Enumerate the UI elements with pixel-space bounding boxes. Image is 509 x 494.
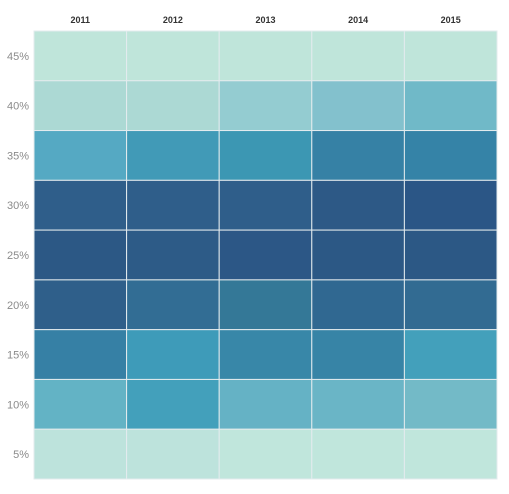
heatmap-cell-2011-20pct [33, 279, 128, 331]
heatmap-cell-2014-35pct [311, 130, 405, 181]
heatmap-cell-2011-35pct [33, 130, 128, 181]
y-tick-label: 45% [7, 51, 29, 63]
x-tick-label: 2013 [255, 15, 275, 25]
heatmap-cell-2014-30pct [311, 179, 405, 231]
heatmap-cell-2012-10pct [126, 378, 220, 430]
heatmap-cell-2011-45pct [33, 30, 128, 82]
heatmap-cell-2015-25pct [403, 229, 498, 281]
y-tick-label: 5% [13, 449, 29, 461]
x-tick-label: 2015 [441, 15, 461, 25]
heatmap-cell-2012-5pct [126, 428, 220, 480]
heatmap-cell-2011-40pct [33, 80, 128, 132]
heatmap-cell-2014-20pct [311, 279, 405, 331]
x-tick-label: 2014 [348, 15, 368, 25]
heatmap-cell-2012-30pct [126, 179, 220, 231]
heatmap-cell-2014-40pct [311, 80, 405, 132]
heatmap-cell-2011-5pct [33, 428, 128, 480]
heatmap-cell-2013-45pct [218, 30, 313, 82]
y-tick-label: 35% [7, 150, 29, 162]
heatmap-cell-2014-45pct [311, 30, 405, 82]
y-axis-labels: 45% 40% 35% 30% 25% 20% 15% 10% 5% [7, 51, 29, 461]
y-tick-label: 25% [7, 250, 29, 262]
heatmap-cell-2011-30pct [33, 179, 128, 231]
y-tick-label: 20% [7, 300, 29, 312]
heatmap-cell-2014-25pct [311, 229, 405, 281]
heatmap-cell-2015-20pct [403, 279, 498, 331]
heatmap-cell-2012-15pct [126, 329, 220, 380]
heatmap-cell-2014-10pct [311, 378, 405, 430]
heatmap-cell-2013-15pct [218, 329, 313, 380]
heatmap-cell-2012-25pct [126, 229, 220, 281]
heatmap-cells [33, 30, 498, 480]
y-tick-label: 40% [7, 101, 29, 113]
heatmap-cell-2011-25pct [33, 229, 128, 281]
heatmap-cell-2012-45pct [126, 30, 220, 82]
heatmap-cell-2015-15pct [403, 329, 498, 380]
heatmap-cell-2012-35pct [126, 130, 220, 181]
heatmap-cell-2015-35pct [403, 130, 498, 181]
x-axis-labels: 2011 2012 2013 2014 2015 [71, 15, 461, 25]
heatmap-cell-2014-15pct [311, 329, 405, 380]
heatmap-cell-2013-30pct [218, 179, 313, 231]
heatmap-cell-2015-45pct [403, 30, 498, 82]
heatmap-cell-2015-30pct [403, 179, 498, 231]
heatmap-cell-2014-5pct [311, 428, 405, 480]
heatmap-cell-2013-25pct [218, 229, 313, 281]
y-tick-label: 15% [7, 350, 29, 362]
x-tick-label: 2011 [71, 15, 91, 25]
heatmap-cell-2011-10pct [33, 378, 128, 430]
heatmap-cell-2013-5pct [218, 428, 313, 480]
x-tick-label: 2012 [163, 15, 183, 25]
heatmap-cell-2013-10pct [218, 378, 313, 430]
heatmap-cell-2015-40pct [403, 80, 498, 132]
heatmap-cell-2012-20pct [126, 279, 220, 331]
heatmap-cell-2013-35pct [218, 130, 313, 181]
heatmap-cell-2013-40pct [218, 80, 313, 132]
heatmap-cell-2015-10pct [403, 378, 498, 430]
y-tick-label: 30% [7, 200, 29, 212]
heatmap-cell-2013-20pct [218, 279, 313, 331]
heatmap-cell-2015-5pct [403, 428, 498, 480]
heatmap-cell-2012-40pct [126, 80, 220, 132]
y-tick-label: 10% [7, 399, 29, 411]
heatmap-cell-2011-15pct [33, 329, 128, 380]
